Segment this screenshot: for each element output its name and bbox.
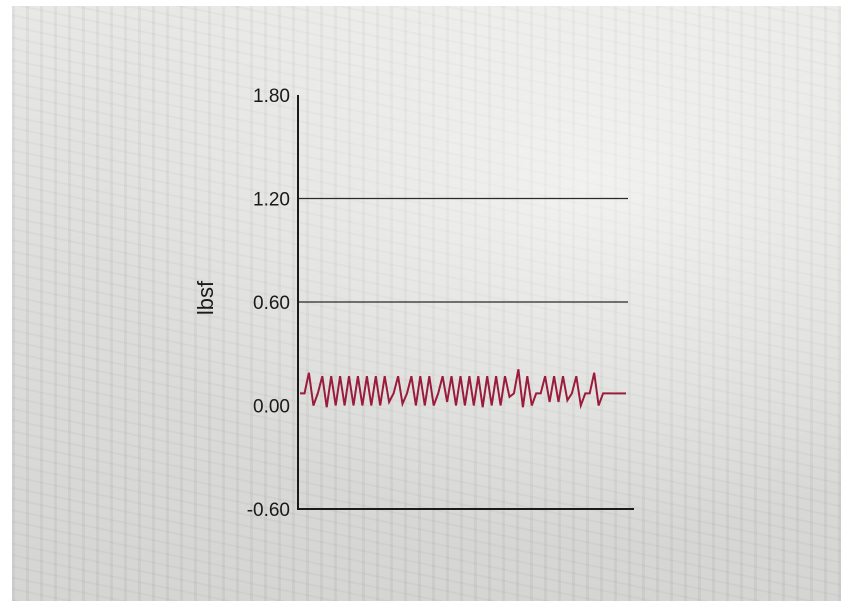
y-tick-label: 0.60 xyxy=(253,293,290,314)
y-tick-label: -0.60 xyxy=(247,500,290,521)
y-axis-title: lbsf xyxy=(193,280,218,315)
y-tick-label: 1.80 xyxy=(253,86,290,107)
grid-lines xyxy=(298,197,628,303)
y-tick-labels: 1.80 1.20 0.60 0.00 -0.60 xyxy=(247,86,290,521)
axes xyxy=(297,95,634,510)
series-lines xyxy=(300,369,626,410)
series-line-0 xyxy=(300,369,612,410)
y-tick-label: 0.00 xyxy=(253,397,290,418)
y-tick-label: 1.20 xyxy=(253,190,290,211)
fabric-background-photo xyxy=(12,6,841,601)
